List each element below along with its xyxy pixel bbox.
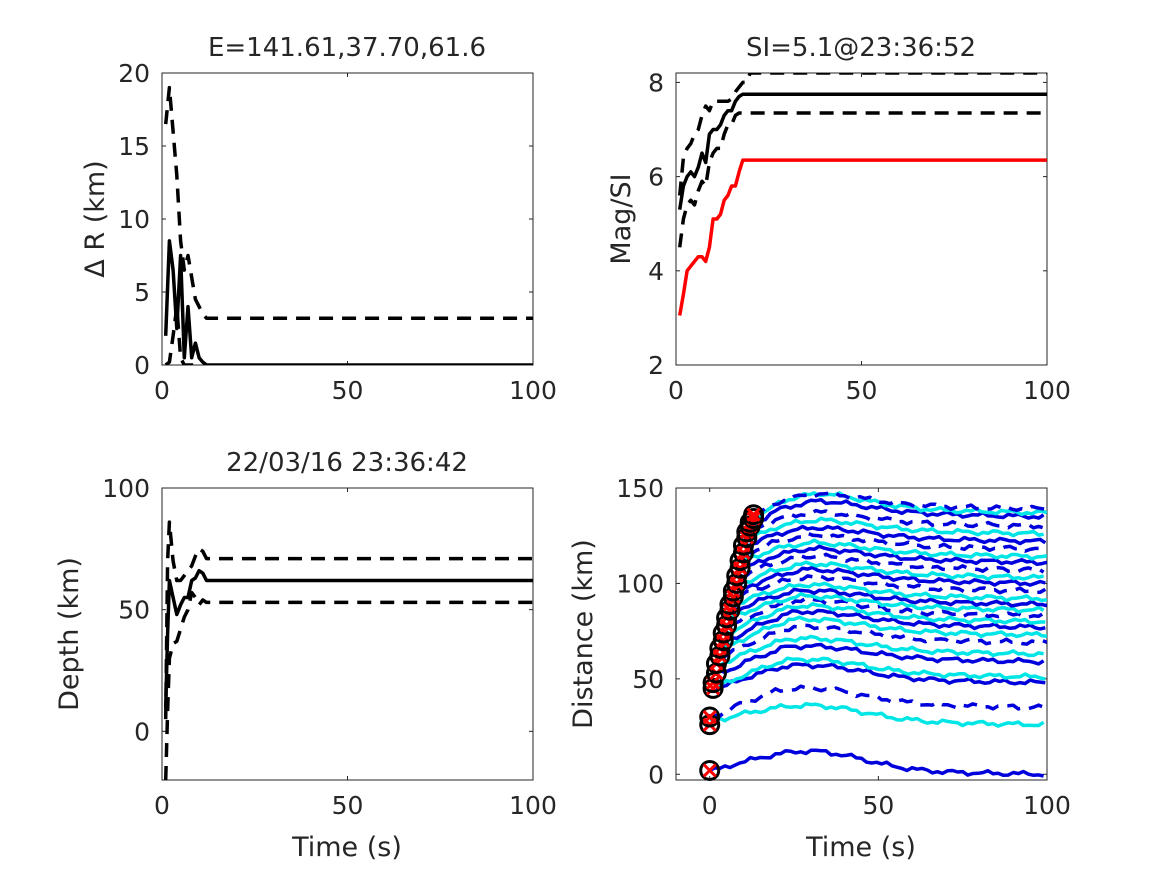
dashed-series-line [163, 85, 533, 321]
y-tick-label: 50 [118, 596, 150, 625]
pick-marker [699, 759, 721, 781]
station-trace [742, 538, 1047, 562]
y-axis-label: Depth (km) [54, 557, 85, 711]
y-tick-label: 100 [102, 474, 150, 503]
tick-labels: 0 50 100 0 50 100 150 [616, 474, 1071, 820]
data-lines [708, 490, 1047, 778]
x-axis-label: Time (s) [805, 832, 916, 863]
x-tick-label: 0 [154, 376, 170, 405]
panel-title: 22/03/16 23:36:42 [226, 448, 468, 478]
station-trace [729, 596, 1045, 628]
station-trace [726, 602, 1046, 636]
station-trace [749, 508, 1045, 530]
tick-labels: 0 50 100 0 50 100 [102, 474, 557, 820]
station-trace [732, 581, 1047, 608]
y-axis-label: Δ R (km) [80, 160, 111, 277]
pick-marker [699, 706, 721, 728]
station-trace [739, 560, 1044, 586]
panel-title: SI=5.1@23:36:52 [746, 33, 976, 63]
panel-title: E=141.61,37.70,61.6 [208, 33, 486, 63]
panel-magnitude: SI=5.1@23:36:52 Mag/SI 0 50 100 2 4 6 8 [606, 33, 1071, 405]
y-tick-label: 50 [632, 665, 664, 694]
station-trace [709, 701, 1045, 728]
x-tick-label: 0 [154, 791, 170, 820]
y-tick-label: 0 [134, 717, 150, 746]
x-axis-label: Time (s) [291, 832, 402, 863]
tick-labels: 0 50 100 2 4 6 8 [648, 68, 1071, 405]
pick-marker [743, 504, 765, 526]
station-trace [718, 634, 1044, 667]
station-trace [749, 497, 1045, 526]
station-trace [752, 490, 1047, 518]
x-tick-label: 100 [1023, 376, 1071, 405]
y-tick-label: 10 [118, 205, 150, 234]
station-trace [729, 592, 1045, 619]
x-tick-label: 50 [332, 376, 364, 405]
tick-labels: 0 50 100 0 5 10 15 20 [118, 59, 557, 405]
y-tick-label: 0 [648, 760, 664, 789]
y-tick-label: 5 [134, 278, 150, 307]
x-tick-label: 50 [332, 791, 364, 820]
station-trace [749, 516, 1044, 541]
y-tick-label: 6 [648, 163, 664, 192]
dashed-series-line [163, 590, 533, 780]
station-trace [725, 608, 1046, 643]
dashed-series-line [677, 73, 1047, 196]
y-tick-label: 15 [118, 132, 150, 161]
solid-series-line [677, 158, 1047, 316]
y-tick-label: 0 [134, 351, 150, 380]
y-tick-label: 100 [616, 569, 664, 598]
station-trace [709, 684, 1045, 719]
x-tick-label: 0 [702, 791, 718, 820]
panel-distance: Distance (km) Time (s) 0 50 100 0 50 100 150 [568, 474, 1071, 863]
station-trace [745, 524, 1047, 549]
panel-depth: 22/03/16 23:36:42 Depth (km) Time (s) 0 5… [54, 448, 557, 863]
axes-frame [161, 487, 534, 781]
y-tick-label: 150 [616, 474, 664, 503]
station-trace [735, 573, 1047, 600]
station-trace [746, 531, 1046, 556]
station-trace [739, 552, 1045, 579]
station-trace [719, 642, 1045, 675]
solid-series-line [677, 92, 1047, 210]
station-trace [715, 662, 1046, 692]
data-lines [163, 520, 533, 780]
x-tick-label: 50 [862, 791, 894, 820]
axes-frame [675, 72, 1048, 366]
station-trace [736, 565, 1046, 592]
panel-delta-r: E=141.61,37.70,61.6 Δ R (km) 0 50 100 0 5 10 1… [80, 33, 557, 405]
pick-markers [699, 504, 765, 781]
station-trace [708, 748, 1044, 778]
y-tick-label: 20 [118, 59, 150, 88]
y-axis-label: Distance (km) [568, 539, 599, 729]
y-tick-label: 2 [648, 351, 664, 380]
x-tick-label: 100 [509, 376, 557, 405]
x-tick-label: 100 [509, 791, 557, 820]
y-axis-label: Mag/SI [606, 173, 637, 264]
x-tick-label: 50 [846, 376, 878, 405]
x-tick-label: 100 [1023, 791, 1071, 820]
station-trace [722, 615, 1047, 650]
station-trace [732, 587, 1047, 612]
x-tick-label: 0 [668, 376, 684, 405]
y-tick-label: 4 [648, 257, 664, 286]
data-lines [163, 85, 533, 365]
dashed-series-line [164, 304, 200, 365]
y-tick-label: 8 [648, 68, 664, 97]
axes-frame [161, 72, 534, 366]
dashed-series-line [163, 520, 533, 720]
solid-series-line [163, 568, 533, 708]
station-trace [715, 656, 1046, 688]
pick-marker [702, 677, 724, 699]
dashed-series-line [677, 111, 1047, 248]
data-lines [677, 73, 1047, 316]
